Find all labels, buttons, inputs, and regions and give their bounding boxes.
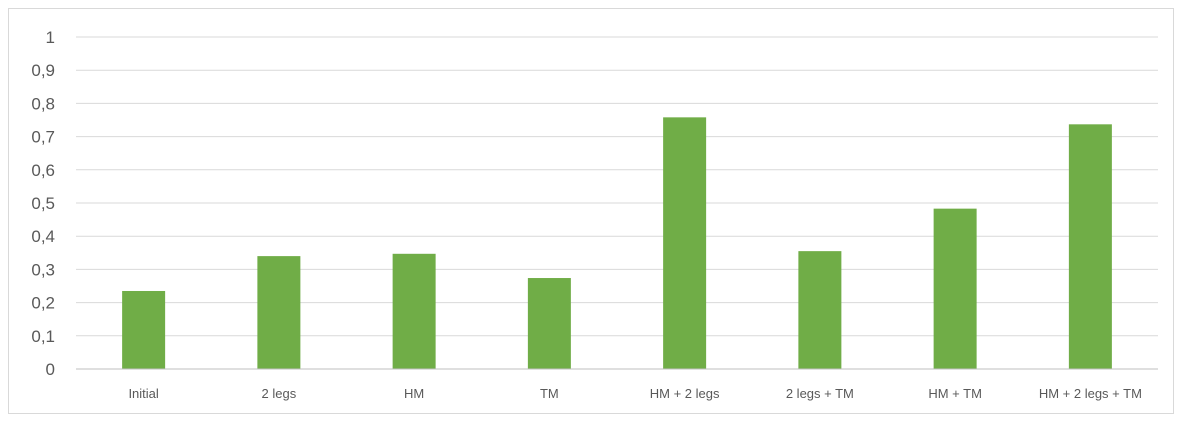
y-tick-label: 0,4 [31, 227, 55, 246]
x-tick-label: 2 legs + TM [786, 386, 854, 401]
x-tick-label: HM + TM [928, 386, 982, 401]
x-tick-label: TM [540, 386, 559, 401]
y-tick-label: 1 [46, 28, 55, 47]
y-tick-label: 0,8 [31, 94, 55, 113]
bar [663, 117, 707, 370]
bar [122, 290, 166, 369]
bar [1068, 124, 1112, 369]
x-tick-label: HM + 2 legs + TM [1039, 386, 1142, 401]
y-tick-label: 0,7 [31, 128, 55, 147]
y-tick-label: 0,3 [31, 260, 55, 279]
y-tick-label: 0,5 [31, 194, 55, 213]
x-tick-label: Initial [128, 386, 158, 401]
x-tick-label: HM [404, 386, 424, 401]
bar [527, 278, 571, 369]
chart-frame [8, 8, 1174, 414]
y-tick-label: 0,1 [31, 327, 55, 346]
bar [257, 256, 301, 369]
bar [798, 251, 842, 369]
bar [933, 208, 977, 369]
y-tick-label: 0,6 [31, 161, 55, 180]
y-tick-label: 0,2 [31, 294, 55, 313]
y-tick-label: 0 [46, 360, 55, 379]
x-tick-label: 2 legs [262, 386, 297, 401]
x-tick-label: HM + 2 legs [650, 386, 720, 401]
bar [392, 253, 436, 369]
y-tick-label: 0,9 [31, 61, 55, 80]
